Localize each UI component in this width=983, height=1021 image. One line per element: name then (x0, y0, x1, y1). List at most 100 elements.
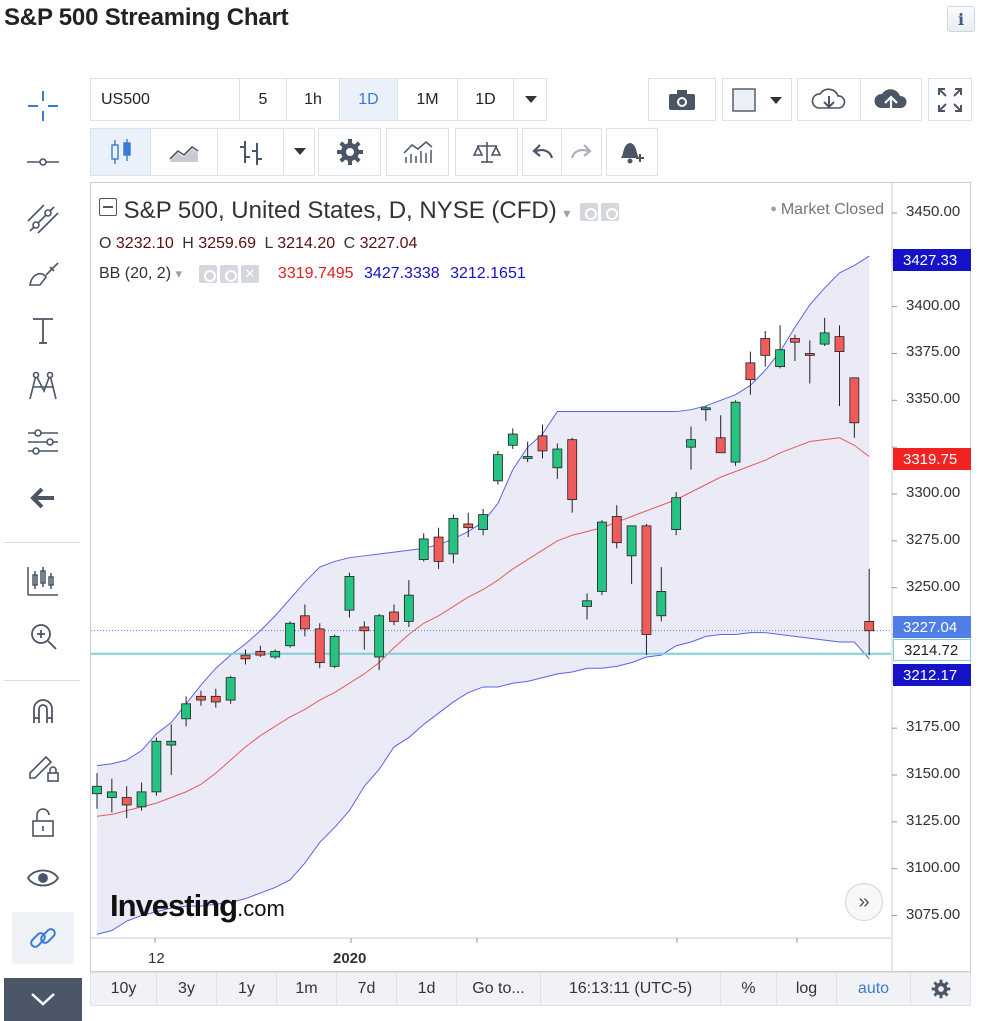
redo-icon[interactable] (562, 129, 601, 175)
collapse-icon[interactable] (99, 198, 117, 216)
candle (181, 703, 191, 720)
interval-1h[interactable]: 1h (287, 79, 340, 120)
candle (834, 336, 845, 353)
zoom-in-icon[interactable] (12, 610, 74, 662)
range-10y[interactable]: 10y (91, 973, 157, 1005)
range-3y[interactable]: 3y (157, 973, 217, 1005)
candle (745, 362, 756, 381)
goto-button[interactable]: Go to... (457, 973, 541, 1005)
chart-type-bar (90, 128, 315, 176)
expand-toolbar-icon[interactable] (4, 978, 82, 1021)
bollinger-lower-line (96, 632, 870, 935)
range-1y[interactable]: 1y (217, 973, 277, 1005)
basis-tag: 3319.75 (893, 448, 971, 470)
line-chart-icon[interactable] (151, 129, 218, 175)
lock-pencil-icon[interactable] (12, 740, 74, 792)
text-tool-icon[interactable] (12, 304, 74, 356)
chart-style-select[interactable] (722, 78, 792, 121)
visibility-icon[interactable] (580, 202, 599, 221)
range-7d[interactable]: 7d (337, 973, 397, 1005)
candle (522, 456, 533, 459)
back-arrow-icon[interactable] (12, 472, 74, 524)
candle (433, 536, 444, 562)
candle (700, 407, 711, 411)
range-1m[interactable]: 1m (277, 973, 337, 1005)
candle (849, 377, 860, 424)
candle (596, 521, 607, 592)
chevron-down-icon[interactable]: ▾ (175, 266, 183, 282)
indicators-icon[interactable] (12, 554, 74, 606)
chart-panel[interactable]: S&P 500, United States, D, NYSE (CFD) ▾ … (90, 182, 972, 973)
candle (626, 525, 637, 557)
candle (389, 611, 399, 622)
bars-chart-icon[interactable] (218, 129, 284, 175)
close-icon[interactable] (241, 265, 260, 283)
cloud-download-icon[interactable] (797, 78, 861, 121)
undo-redo-group (522, 128, 602, 176)
candle (403, 594, 414, 622)
cloud-upload-icon[interactable] (860, 78, 922, 121)
compare-scale-icon[interactable] (455, 128, 518, 176)
indicators-chart-icon[interactable] (386, 128, 449, 176)
alert-bell-icon[interactable] (606, 128, 658, 176)
pattern-tool-icon[interactable] (12, 360, 74, 412)
candle (92, 785, 102, 795)
brush-tool-icon[interactable] (12, 248, 74, 300)
measure-tool-icon[interactable] (12, 416, 74, 468)
candle (299, 615, 310, 630)
magnet-icon[interactable] (12, 684, 74, 736)
camera-icon[interactable] (648, 78, 716, 121)
settings-icon[interactable] (220, 265, 239, 283)
log-toggle[interactable]: log (777, 973, 837, 1005)
candle (819, 332, 830, 345)
interval-5[interactable]: 5 (240, 79, 287, 120)
settings-gear-icon[interactable] (911, 973, 971, 1005)
candle (374, 615, 385, 658)
chevron-down-icon[interactable] (514, 79, 547, 120)
candle (240, 654, 251, 660)
y-tick-label: 3175.00 (906, 718, 961, 736)
chevron-down-icon[interactable] (284, 129, 315, 175)
link-icon[interactable] (12, 912, 74, 964)
scroll-to-end-button[interactable]: » (845, 883, 883, 921)
candle (641, 525, 652, 635)
candle (121, 797, 132, 806)
candle (225, 677, 236, 701)
candle (864, 620, 875, 632)
visibility-icon[interactable] (199, 265, 218, 283)
crosshair-icon[interactable] (12, 80, 74, 132)
candle (106, 791, 117, 798)
candle (151, 740, 162, 793)
interval-1d[interactable]: 1D (340, 79, 398, 120)
low-value: 3214.20 (277, 235, 336, 252)
ohlc-legend: O 3232.10 H 3259.69 L 3214.20 C 3227.04 (99, 235, 417, 253)
symbol-input[interactable]: US500 (91, 79, 240, 120)
clock-time: 16:13:11 (UTC-5) (541, 973, 721, 1005)
info-icon[interactable]: i (947, 6, 975, 32)
price-chart[interactable] (91, 183, 972, 973)
candlestick-icon[interactable] (91, 129, 151, 175)
fib-tool-icon[interactable] (12, 192, 74, 244)
line-tool-icon[interactable] (12, 136, 74, 188)
auto-toggle[interactable]: auto (837, 973, 911, 1005)
y-tick-label: 3250.00 (906, 577, 961, 595)
candle (671, 497, 682, 530)
eye-icon[interactable] (12, 852, 74, 904)
fullscreen-icon[interactable] (928, 78, 972, 121)
y-tick-label: 3075.00 (906, 905, 961, 923)
settings-gear-icon[interactable] (318, 128, 381, 176)
range-1d[interactable]: 1d (397, 973, 457, 1005)
undo-icon[interactable] (523, 129, 563, 175)
candle (478, 514, 489, 530)
interval-1m[interactable]: 1M (398, 79, 458, 120)
upper-band-tag: 3427.33 (893, 249, 971, 271)
interval-more[interactable]: 1D (458, 79, 514, 120)
percent-toggle[interactable]: % (721, 973, 777, 1005)
unlock-icon[interactable] (12, 796, 74, 848)
y-tick-label: 3400.00 (906, 296, 961, 314)
settings-icon[interactable] (601, 202, 620, 221)
chevron-down-icon[interactable]: ▾ (563, 205, 571, 221)
candle (166, 740, 177, 746)
market-status: Market Closed (770, 201, 884, 219)
